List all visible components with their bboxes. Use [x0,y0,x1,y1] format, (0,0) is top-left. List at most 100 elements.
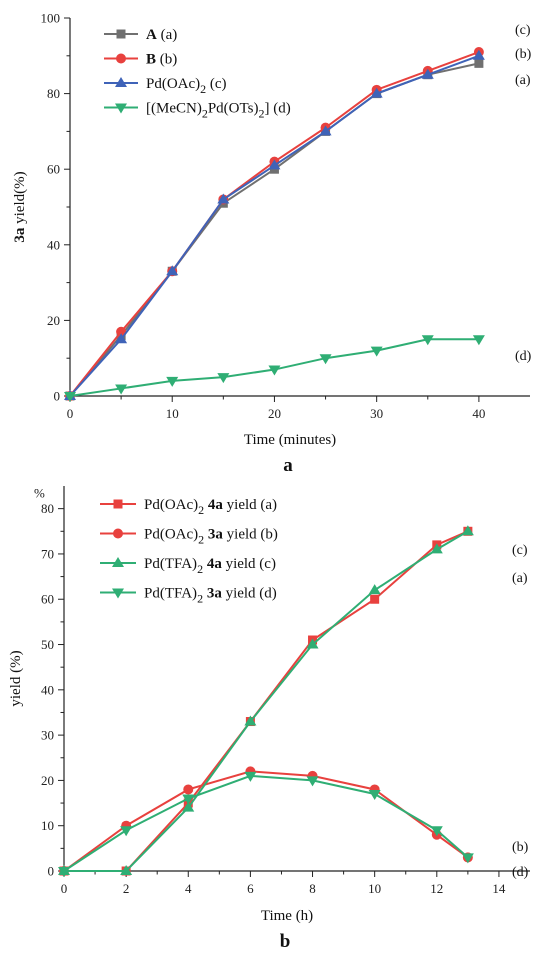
legend-tail: (b) [156,52,177,68]
y-tick-label: 10 [41,818,54,833]
panel-label: b [280,931,291,951]
x-tick-label: 10 [368,881,381,896]
legend-main: Pd(OAc) [144,497,198,513]
y-tick-label: 40 [47,237,60,252]
data-point [182,794,195,805]
legend-tail: yield (a) [223,497,277,513]
data-point [430,543,443,554]
legend-main: [(MeCN) [146,101,202,117]
x-axis-title: Time (minutes) [244,432,336,448]
y-tick-label: 80 [47,86,60,101]
data-point [120,865,133,875]
y-tick-label: 0 [48,864,55,879]
data-point [183,784,194,795]
data-point [116,326,127,337]
x-tick-label: 0 [61,881,68,896]
series-line [64,530,469,872]
legend-marker [113,528,123,539]
legend-tail: yield (c) [222,556,276,572]
data-point [368,584,381,595]
y-tick-label: 20 [47,313,60,328]
legend-subscript: 2 [198,503,204,517]
x-tick-label: 8 [309,881,316,896]
legend-subscript: 2 [197,562,203,576]
series-end-label: (b) [512,840,529,855]
legend-label: Pd(TFA)2 4a yield (c) [144,556,276,576]
data-point [472,335,485,346]
x-tick-label: 12 [430,881,443,896]
data-point [115,384,128,395]
y-tick-label: 20 [41,773,54,788]
legend-main: Pd(OAc) [146,76,200,92]
y-tick-label: 70 [41,546,54,561]
y-percent-unit: % [34,486,45,501]
series-line [63,770,469,872]
chart-panel-b: 0 2 4 6 8 10 12 14 0 10 20 30 40 50 60 70 80% Time (h) yie… [8,486,530,952]
legend-main: B [146,52,156,68]
x-axis-title: Time (h) [261,908,313,924]
x-tick-label: 30 [370,406,383,421]
y-axis-title: yield (%) [8,650,24,706]
x-tick-label: 0 [67,406,74,421]
data-point [319,125,332,136]
x-tick-label: 2 [123,881,130,896]
x-tick-label: 6 [247,881,254,896]
data-point [370,87,383,98]
legend-bold: 3a [207,586,223,602]
legend-tail: yield (d) [222,586,277,602]
data-point [217,373,230,384]
data-point [461,525,474,536]
series-3 [64,335,485,402]
x-tick-label: 14 [492,881,506,896]
data-point [421,68,434,79]
legend-marker [115,103,127,114]
legend-marker [112,557,124,567]
series-end-label: (c) [515,23,531,38]
panel-label: a [283,455,293,476]
data-point [166,376,179,387]
legend-middle: Pd(OTs) [208,101,259,117]
legend-main: Pd(TFA) [144,586,197,602]
data-point [244,715,257,726]
series-end-label: (d) [512,865,529,880]
y-tick-label: 30 [41,728,54,743]
legend-marker [113,499,123,509]
series-end-label: (c) [512,543,528,558]
y-axis-title-rest: yield(%) [12,171,28,227]
y-tick-label: 40 [41,682,54,697]
y-tick-label: 50 [41,637,54,652]
legend-label: Pd(OAc)2 (c) [146,76,227,96]
y-tick-label: 60 [47,162,60,177]
legend-label: A (a) [146,27,177,43]
x-tick-label: 4 [185,881,192,896]
y-axis-title: 3a yield(%) [12,171,28,242]
legend-bold: 4a [208,497,224,513]
legend-bold: 4a [207,556,223,572]
data-point [430,826,443,837]
data-point [370,346,383,357]
legend-tail: (c) [206,76,226,92]
data-point [268,365,281,376]
data-point [58,867,70,877]
y-tick-label: 100 [41,11,61,26]
data-point [319,354,332,365]
legend-marker [116,53,126,64]
series-end-label: (d) [515,349,532,364]
y-tick-label: 80 [41,501,54,516]
legend-label: Pd(TFA)2 3a yield (d) [144,586,277,606]
legend-marker [116,29,126,39]
data-point [166,265,179,276]
legend-marker [112,588,124,599]
series-end-label: (a) [515,73,531,88]
series-1 [59,766,473,876]
data-point [421,335,434,346]
legend-subscript: 2 [202,107,208,121]
data-point [472,49,485,60]
series-end-label: (a) [512,571,528,586]
legend-main: Pd(OAc) [144,527,198,543]
data-point [368,790,381,800]
data-point [306,638,319,649]
series-end-label: (b) [515,47,532,62]
